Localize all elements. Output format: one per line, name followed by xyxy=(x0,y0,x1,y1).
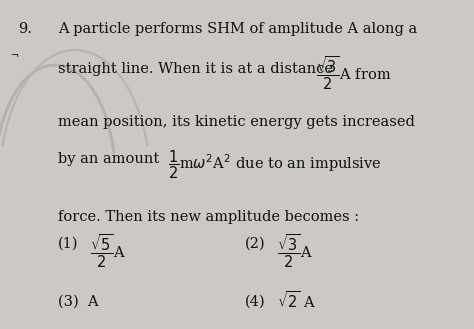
Text: $\dfrac{\sqrt{3}}{2}$A from: $\dfrac{\sqrt{3}}{2}$A from xyxy=(316,55,392,92)
Text: mean position, its kinetic energy gets increased: mean position, its kinetic energy gets i… xyxy=(58,115,415,129)
Text: $\sqrt{2}$ A: $\sqrt{2}$ A xyxy=(277,290,316,311)
Text: A particle performs SHM of amplitude A along a: A particle performs SHM of amplitude A a… xyxy=(58,22,417,36)
Text: by an amount: by an amount xyxy=(58,152,159,166)
Text: (1): (1) xyxy=(58,237,79,251)
Text: (2): (2) xyxy=(245,237,265,251)
Text: 9.: 9. xyxy=(18,22,32,36)
Text: straight line. When it is at a distance: straight line. When it is at a distance xyxy=(58,62,333,76)
Text: $\dfrac{\sqrt{5}}{2}$A: $\dfrac{\sqrt{5}}{2}$A xyxy=(90,233,127,270)
Text: force. Then its new amplitude becomes :: force. Then its new amplitude becomes : xyxy=(58,210,359,224)
Text: (3)  A: (3) A xyxy=(58,295,99,309)
Text: $\dfrac{\sqrt{3}}{2}$A: $\dfrac{\sqrt{3}}{2}$A xyxy=(277,233,313,270)
Text: $\neg$: $\neg$ xyxy=(10,50,19,59)
Text: (4): (4) xyxy=(245,295,265,309)
Text: $\dfrac{1}{2}$m$\omega^2$A$^2$ due to an impulsive: $\dfrac{1}{2}$m$\omega^2$A$^2$ due to an… xyxy=(168,148,382,181)
